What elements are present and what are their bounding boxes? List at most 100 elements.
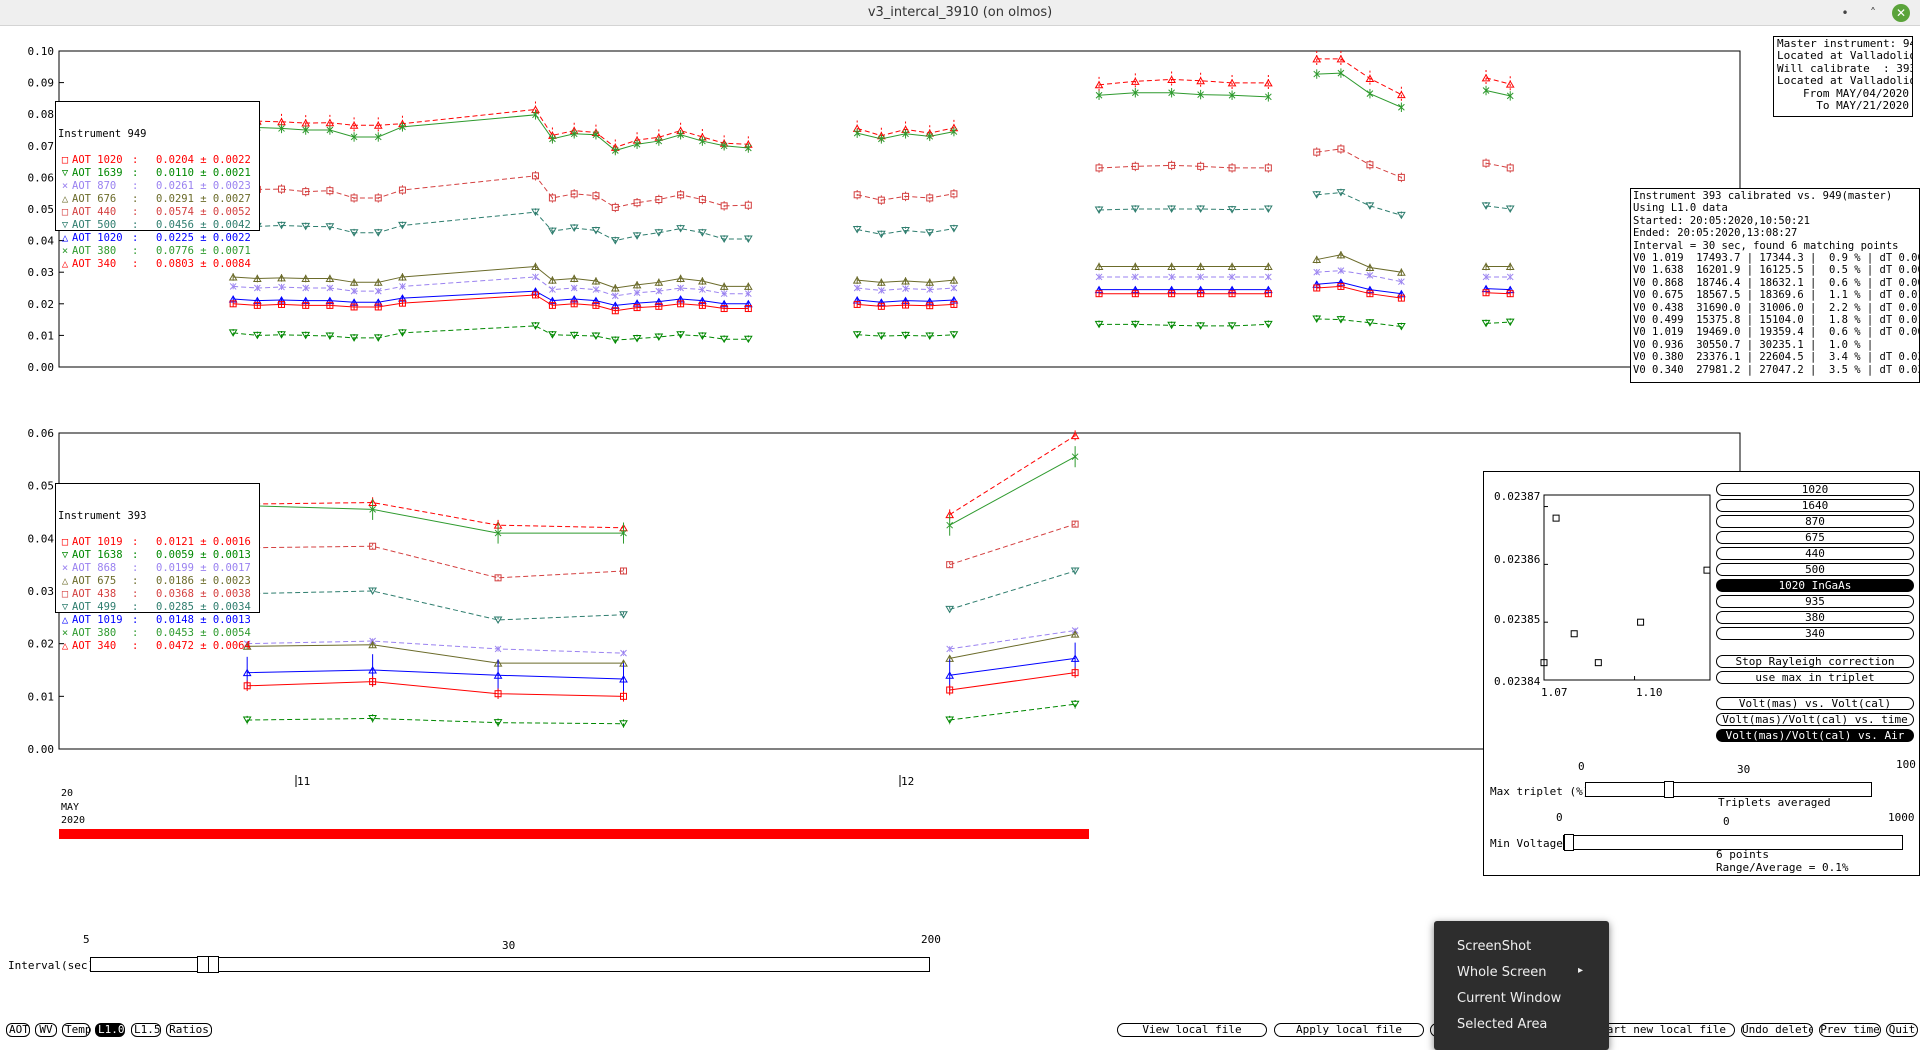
legend-separator: : — [132, 614, 139, 626]
plot1-series-line — [1098, 78, 1269, 86]
plot1-data-point — [1094, 262, 1104, 271]
plot2-legend-entry: ▽ AOT 499: 0.0285 ± 0.0034 — [58, 601, 257, 614]
data-mode-button[interactable]: Ratios — [166, 1023, 212, 1037]
wavelength-button[interactable]: 380 — [1716, 611, 1914, 624]
close-icon[interactable]: ✕ — [1892, 4, 1910, 22]
plot1-data-point — [1227, 78, 1237, 87]
plot1-data-point — [698, 229, 707, 237]
plot1-data-point — [1312, 54, 1322, 63]
apply-local-file-button[interactable]: Apply local file — [1274, 1023, 1424, 1037]
plot1-ytick-label: 0.01 — [28, 329, 55, 342]
plot1-data-point — [1168, 273, 1175, 281]
plot1-data-point — [610, 237, 620, 245]
legend-series-name: AOT 499 — [72, 601, 117, 613]
plot1-series-line — [1316, 254, 1402, 273]
legend-separator: : — [132, 219, 139, 231]
plot2-data-point — [946, 645, 954, 653]
wavelength-button[interactable]: 675 — [1716, 531, 1914, 544]
prev-time-button[interactable]: Prev time — [1819, 1023, 1881, 1037]
minimize-icon[interactable]: • — [1841, 6, 1849, 20]
min-voltage-slider[interactable] — [1563, 834, 1903, 851]
plot1-data-point — [926, 132, 934, 140]
plot-mode-button[interactable]: Volt(mas)/Volt(cal) vs. time — [1716, 713, 1914, 726]
plot-mode-button[interactable]: Volt(mas) vs. Volt(cal) — [1716, 697, 1914, 710]
plot1-data-point — [1313, 268, 1321, 276]
stop-rayleigh-button[interactable]: Stop Rayleigh correction — [1716, 655, 1914, 668]
plot1-data-point — [349, 278, 359, 286]
plot2-data-point — [369, 506, 376, 513]
plot1-series-line — [857, 228, 955, 235]
wavelength-button[interactable]: 935 — [1716, 595, 1914, 608]
plot2-series-line — [949, 672, 1076, 691]
plot1-data-point — [277, 221, 286, 230]
plot1-data-point — [633, 304, 641, 312]
plot1-series-line — [1099, 164, 1269, 169]
maximize-icon[interactable]: ˄ — [1870, 6, 1876, 20]
legend-series-name: AOT 380 — [72, 627, 117, 639]
plot1-series-line — [1486, 288, 1511, 291]
menu-item-screenshot[interactable]: ScreenShot — [1457, 939, 1532, 954]
plot2-data-point — [242, 642, 252, 650]
data-mode-button[interactable]: L1.5 — [131, 1023, 161, 1037]
legend-series-name: AOT 1019 — [72, 614, 123, 626]
menu-item-current-window[interactable]: Current Window — [1457, 991, 1562, 1006]
plot1-legend-entry: △ AOT 340: 0.0803 ± 0.0084 — [58, 258, 257, 271]
plot1-data-point — [1263, 78, 1273, 87]
plot2-series-line — [949, 630, 1076, 650]
undo-delete-button[interactable]: Undo delete — [1741, 1023, 1813, 1037]
plot1-data-point — [1130, 77, 1140, 85]
plot2-series-line — [247, 545, 624, 579]
wavelength-button[interactable]: 1020 — [1716, 483, 1914, 496]
plot1-data-point — [548, 227, 557, 236]
interval-slider-thumb[interactable] — [197, 956, 219, 973]
plot1-data-point — [1365, 263, 1375, 271]
menu-item-whole-screen[interactable]: Whole Screen — [1457, 965, 1587, 980]
wavelength-button[interactable]: 340 — [1716, 627, 1914, 640]
legend-series-name: AOT 380 — [72, 245, 117, 257]
data-mode-button[interactable]: AOT — [6, 1023, 30, 1037]
wavelength-button[interactable]: 1640 — [1716, 499, 1914, 512]
plot1-data-point — [743, 282, 753, 290]
plot1-series-line — [1486, 321, 1511, 324]
plot1-data-point — [611, 203, 619, 211]
plot2-legend-entry: □ AOT 1019: 0.0121 ± 0.0016 — [58, 536, 257, 549]
plot1-series-line — [233, 265, 749, 289]
legend-series-value: 0.0199 ± 0.0017 — [156, 562, 251, 574]
plot1-data-point — [1094, 320, 1104, 329]
quit-button[interactable]: Quit — [1886, 1023, 1918, 1037]
use-max-triplet-button[interactable]: use max in triplet — [1716, 671, 1914, 684]
data-mode-button[interactable]: Temp — [62, 1023, 92, 1037]
calibration-result-line: V0 0.340 27981.2 | 27047.2 | 3.5 % | dT … — [1633, 363, 1920, 376]
max-triplet-slider[interactable] — [1585, 781, 1872, 798]
wavelength-button[interactable]: 440 — [1716, 547, 1914, 560]
min-voltage-slider-thumb[interactable] — [1564, 834, 1574, 851]
wavelength-button[interactable]: 1020 InGaAs — [1716, 579, 1914, 592]
plot2-legend-entry: □ AOT 438: 0.0368 ± 0.0038 — [58, 588, 257, 601]
interval-slider[interactable] — [90, 956, 930, 973]
legend-series-value: 0.0368 ± 0.0038 — [156, 588, 251, 600]
plot1-data-point — [720, 202, 728, 210]
plot2-data-point — [494, 690, 502, 698]
legend-series-value: 0.0059 ± 0.0013 — [156, 549, 251, 561]
wavelength-button[interactable]: 500 — [1716, 563, 1914, 576]
data-mode-button[interactable]: WV — [35, 1023, 57, 1037]
legend-series-value: 0.0574 ± 0.0052 — [156, 206, 251, 218]
calibration-result-line: Instrument 393 calibrated vs. 949(master… — [1633, 190, 1893, 202]
plot1-data-point — [1482, 273, 1490, 281]
max-triplet-mid: 30 — [1737, 763, 1751, 776]
plot1-legend-entry: △ AOT 676: 0.0291 ± 0.0027 — [58, 193, 257, 206]
view-local-file-button[interactable]: View local file — [1117, 1023, 1267, 1037]
plot1-data-point — [1366, 161, 1374, 169]
plot1-data-point — [1196, 322, 1206, 330]
legend-marker-icon: △ — [61, 614, 69, 626]
data-mode-button[interactable]: L1.0 — [95, 1023, 125, 1037]
wavelength-button[interactable]: 870 — [1716, 515, 1914, 528]
menu-item-selected-area[interactable]: Selected Area — [1457, 1017, 1548, 1032]
legend-series-name: AOT 675 — [72, 575, 117, 587]
plot2-data-point — [368, 640, 377, 649]
plot1-series-line — [233, 175, 749, 208]
plot2-legend-entry: × AOT 380: 0.0453 ± 0.0054 — [58, 627, 257, 640]
max-triplet-slider-thumb[interactable] — [1664, 781, 1675, 798]
plot1-data-point — [549, 286, 556, 293]
plot-mode-button[interactable]: Volt(mas)/Volt(cal) vs. Air Mass — [1716, 729, 1914, 752]
